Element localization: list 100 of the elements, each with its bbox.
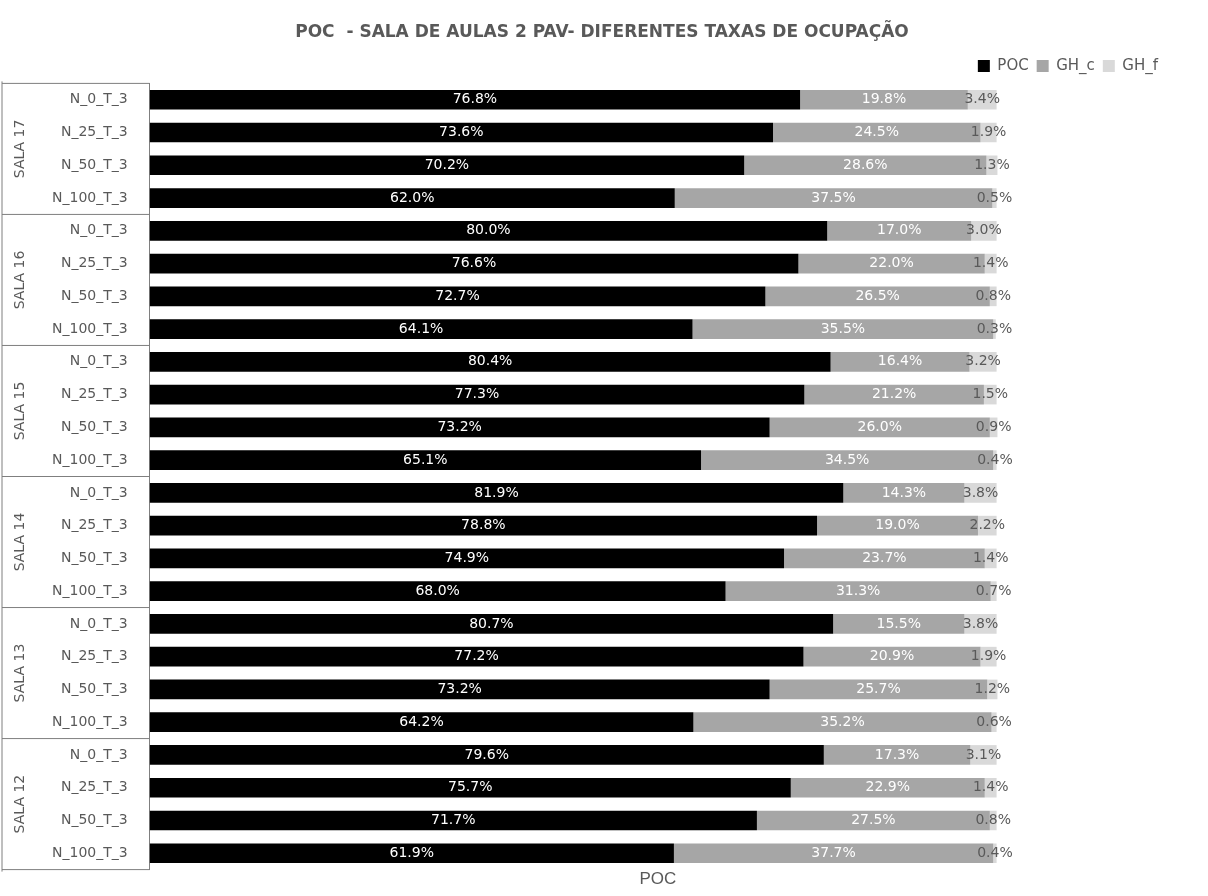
data-label: 3.2% <box>965 352 1001 369</box>
data-label: 71.7% <box>431 811 476 828</box>
data-label: 37.5% <box>811 188 856 205</box>
data-label: 17.3% <box>874 745 920 762</box>
data-label: 35.5% <box>820 319 866 336</box>
bar <box>149 384 805 405</box>
data-label: 73.2% <box>437 680 482 697</box>
y-tick-label: N_25_T_3 <box>60 254 128 271</box>
data-label: 80.7% <box>469 614 514 631</box>
bar <box>149 286 766 307</box>
y-tick-label: N_25_T_3 <box>60 123 128 140</box>
data-label: 75.7% <box>447 778 493 795</box>
x-axis-title: POC <box>639 869 677 889</box>
data-label: 80.4% <box>467 352 513 369</box>
y-tick-label: N_50_T_3 <box>60 680 128 697</box>
data-label: 65.1% <box>403 450 448 467</box>
data-label: 3.8% <box>962 483 999 500</box>
y-tick-label: N_0_T_3 <box>69 221 128 238</box>
data-label: 81.9% <box>474 483 519 500</box>
data-label: 0.6% <box>976 712 1012 729</box>
bar <box>149 515 818 536</box>
bar <box>149 220 828 241</box>
bar <box>149 155 745 176</box>
bar <box>149 712 694 733</box>
data-label: 3.8% <box>962 614 999 631</box>
bar <box>149 253 799 274</box>
data-label: 0.3% <box>976 319 1013 336</box>
bar <box>149 679 770 700</box>
data-label: 73.2% <box>437 418 482 434</box>
data-label: 0.7% <box>975 581 1012 598</box>
data-label: 79.6% <box>464 745 509 762</box>
data-label: 73.6% <box>439 123 484 140</box>
data-label: 1.4% <box>972 778 1009 795</box>
data-label: 2.2% <box>969 516 1006 533</box>
y-tick-label: N_50_T_3 <box>60 155 128 172</box>
text: SALA 14 <box>10 512 27 572</box>
legend-label: POC <box>997 55 1029 74</box>
legend-label: GH_f <box>1122 55 1159 75</box>
data-label: 34.5% <box>824 450 870 467</box>
bar <box>843 483 965 503</box>
data-label: 1.4% <box>972 254 1009 271</box>
data-label: 61.9% <box>389 843 435 860</box>
data-label: 25.7% <box>856 680 901 697</box>
data-label: 28.6% <box>843 155 888 172</box>
data-label: 1.2% <box>974 680 1011 697</box>
data-label: 77.3% <box>454 385 500 402</box>
data-label: 1.9% <box>970 123 1007 140</box>
data-label: 1.9% <box>970 647 1007 664</box>
data-label: 17.0% <box>876 221 922 238</box>
data-label: 3.4% <box>964 90 1000 107</box>
bar <box>149 352 831 372</box>
text: SALA 17 <box>10 119 27 179</box>
y-tick-label: N_100_T_3 <box>52 319 128 336</box>
text: SALA 15 <box>10 381 27 441</box>
data-label: 64.2% <box>399 712 444 729</box>
bar <box>149 122 774 143</box>
bar <box>149 450 702 470</box>
data-label: 1.3% <box>974 155 1010 172</box>
data-label: 22.0% <box>869 254 914 271</box>
bar <box>149 581 726 601</box>
bar <box>149 745 824 765</box>
data-label: 19.8% <box>861 90 907 107</box>
text: SALA 12 <box>10 774 27 834</box>
data-label: 62.0% <box>389 188 435 205</box>
y-tick-label: N_25_T_3 <box>60 516 128 533</box>
data-label: 72.7% <box>435 286 480 303</box>
bar <box>149 810 757 831</box>
data-label: 19.0% <box>875 516 920 533</box>
y-tick-label: N_100_T_3 <box>52 712 128 729</box>
data-label: 20.9% <box>869 647 915 664</box>
y-tick-label: N_50_T_3 <box>60 549 128 566</box>
y-tick-label: N_25_T_3 <box>60 647 128 664</box>
bar <box>149 777 791 798</box>
y-tick-label: N_100_T_3 <box>52 450 128 467</box>
bar <box>149 843 674 864</box>
data-label: 22.9% <box>865 778 911 795</box>
data-label: 77.2% <box>454 647 499 664</box>
y-tick-label: N_0_T_3 <box>69 352 128 369</box>
y-tick-label: N_0_T_3 <box>69 483 128 500</box>
legend-label: GH_c <box>1056 55 1095 75</box>
y-tick-label: N_100_T_3 <box>52 843 128 860</box>
data-label: 35.2% <box>820 712 865 729</box>
data-label: 70.2% <box>424 155 470 172</box>
y-tick-label: N_50_T_3 <box>60 286 128 303</box>
data-label: 0.8% <box>975 286 1012 303</box>
bar <box>833 614 965 634</box>
bar <box>149 483 844 503</box>
data-label: 76.8% <box>452 90 498 107</box>
bar <box>149 417 770 438</box>
data-label: 3.1% <box>965 745 1002 762</box>
y-tick-label: N_0_T_3 <box>69 90 128 107</box>
data-label: 23.7% <box>862 549 907 566</box>
data-label: 26.0% <box>857 418 902 434</box>
text: SALA 13 <box>10 643 27 703</box>
data-label: 1.4% <box>972 549 1009 566</box>
data-label: 27.5% <box>851 811 896 828</box>
y-tick-label: N_0_T_3 <box>69 745 128 762</box>
data-label: 21.2% <box>871 385 917 402</box>
data-label: 78.8% <box>461 516 506 533</box>
data-label: 24.5% <box>854 123 900 140</box>
